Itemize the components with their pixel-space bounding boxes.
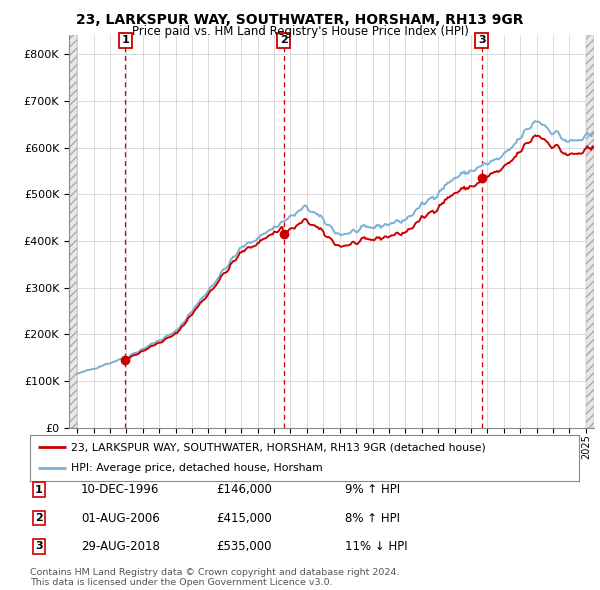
Text: 2: 2 — [35, 513, 43, 523]
Text: 1: 1 — [35, 485, 43, 494]
Bar — [69, 35, 77, 428]
Text: £415,000: £415,000 — [216, 512, 272, 525]
Text: 29-AUG-2018: 29-AUG-2018 — [81, 540, 160, 553]
Text: 3: 3 — [478, 35, 485, 45]
Text: 11% ↓ HPI: 11% ↓ HPI — [345, 540, 407, 553]
Bar — [586, 35, 594, 428]
Text: 1: 1 — [122, 35, 130, 45]
Text: £535,000: £535,000 — [216, 540, 271, 553]
Text: 2: 2 — [280, 35, 287, 45]
Text: Price paid vs. HM Land Registry's House Price Index (HPI): Price paid vs. HM Land Registry's House … — [131, 25, 469, 38]
Text: HPI: Average price, detached house, Horsham: HPI: Average price, detached house, Hors… — [71, 463, 323, 473]
Text: 8% ↑ HPI: 8% ↑ HPI — [345, 512, 400, 525]
Text: 10-DEC-1996: 10-DEC-1996 — [81, 483, 160, 496]
Text: 9% ↑ HPI: 9% ↑ HPI — [345, 483, 400, 496]
Text: Contains HM Land Registry data © Crown copyright and database right 2024.
This d: Contains HM Land Registry data © Crown c… — [30, 568, 400, 587]
Text: £146,000: £146,000 — [216, 483, 272, 496]
Text: 01-AUG-2006: 01-AUG-2006 — [81, 512, 160, 525]
Text: 23, LARKSPUR WAY, SOUTHWATER, HORSHAM, RH13 9GR (detached house): 23, LARKSPUR WAY, SOUTHWATER, HORSHAM, R… — [71, 442, 486, 453]
Text: 3: 3 — [35, 542, 43, 551]
Text: 23, LARKSPUR WAY, SOUTHWATER, HORSHAM, RH13 9GR: 23, LARKSPUR WAY, SOUTHWATER, HORSHAM, R… — [76, 13, 524, 27]
